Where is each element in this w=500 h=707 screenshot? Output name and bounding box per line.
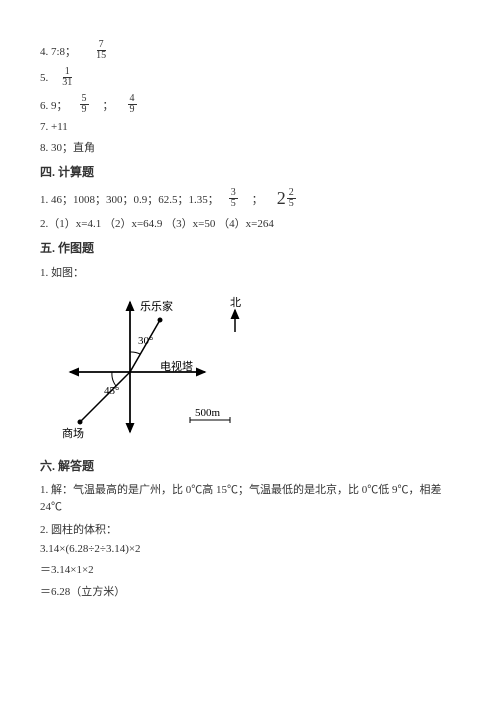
q6-sep: ；: [103, 97, 114, 113]
calc1-frac1: 3 5: [229, 188, 238, 209]
calc1-prefix: 1. 46；1008；300；0.9；62.5；1.35；: [40, 191, 219, 207]
q8-text: 8. 30；直角: [40, 139, 95, 155]
q4-fraction: 7 15: [94, 40, 108, 61]
answer-4: 4. 7:8； 7 15: [40, 40, 460, 61]
q6-f2d: 9: [128, 105, 137, 115]
q6-frac2: 4 9: [128, 94, 137, 115]
calc-1: 1. 46；1008；300；0.9；62.5；1.35； 3 5 ； 2 2 …: [40, 188, 460, 209]
ans2: 2. 圆柱的体积：: [40, 521, 460, 537]
direction-diagram: 北 乐乐家 30° 电视塔 45° 商场 500m: [60, 292, 270, 442]
q4-den: 15: [94, 51, 108, 61]
q5-prefix: 5.: [40, 72, 48, 84]
ans2c: ＝6.28（立方米）: [40, 583, 460, 599]
section-6-heading: 六. 解答题: [40, 457, 460, 474]
ans2a-text: 3.14×(6.28÷2÷3.14)×2: [40, 543, 141, 555]
ans2-text: 2. 圆柱的体积：: [40, 521, 117, 537]
ans2c-text: ＝6.28（立方米）: [40, 583, 125, 599]
arc-45: [112, 372, 116, 386]
q4-prefix: 4. 7:8；: [40, 43, 76, 59]
section-4-heading: 四. 计算题: [40, 163, 460, 180]
ans1: 1. 解：气温最高的是广州，比 0℃高 15℃；气温最低的是北京，比 0℃低 9…: [40, 482, 460, 515]
calc2-text: 2.（1）x=4.1 （2）x=64.9 （3）x=50 （4）x=264: [40, 215, 274, 231]
ans2a: 3.14×(6.28÷2÷3.14)×2: [40, 543, 460, 555]
calc1-frac2: 2 5: [287, 188, 296, 209]
calc1-f2d: 5: [287, 199, 296, 209]
q6-f1d: 9: [80, 105, 89, 115]
fig1-text: 1. 如图：: [40, 264, 84, 280]
label-mall: 商场: [62, 426, 84, 440]
q5-fraction: 1 31: [60, 67, 74, 88]
answer-5: 5. 1 31: [40, 67, 460, 88]
arc-30: [130, 352, 140, 354]
q6-prefix: 6. 9；: [40, 97, 68, 113]
answer-7: 7. +11: [40, 121, 460, 133]
line-mall: [80, 372, 130, 422]
label-45: 45°: [104, 385, 119, 397]
ans1-text: 1. 解：气温最高的是广州，比 0℃高 15℃；气温最低的是北京，比 0℃低 9…: [40, 482, 460, 515]
label-home: 乐乐家: [140, 299, 173, 313]
section-5-heading: 五. 作图题: [40, 239, 460, 256]
dot-mall: [78, 420, 83, 425]
dot-home: [158, 318, 163, 323]
calc-2: 2.（1）x=4.1 （2）x=64.9 （3）x=50 （4）x=264: [40, 215, 460, 231]
calc1-f1d: 5: [229, 199, 238, 209]
label-tv: 电视塔: [160, 359, 193, 373]
calc1-whole: 2: [277, 188, 286, 209]
q7-text: 7. +11: [40, 121, 68, 133]
answer-8: 8. 30；直角: [40, 139, 460, 155]
label-scale: 500m: [195, 407, 221, 419]
label-30: 30°: [138, 335, 153, 347]
ans2b-text: ＝3.14×1×2: [40, 561, 94, 577]
ans2b: ＝3.14×1×2: [40, 561, 460, 577]
q6-frac1: 5 9: [80, 94, 89, 115]
label-north: 北: [230, 296, 241, 309]
diagram-container: 北 乐乐家 30° 电视塔 45° 商场 500m: [60, 292, 460, 445]
figure-caption: 1. 如图：: [40, 264, 460, 280]
q5-den: 31: [60, 78, 74, 88]
answer-6: 6. 9； 5 9 ； 4 9: [40, 94, 460, 115]
calc1-mixed: 2 2 5: [277, 188, 296, 209]
calc1-sep: ；: [252, 191, 263, 207]
